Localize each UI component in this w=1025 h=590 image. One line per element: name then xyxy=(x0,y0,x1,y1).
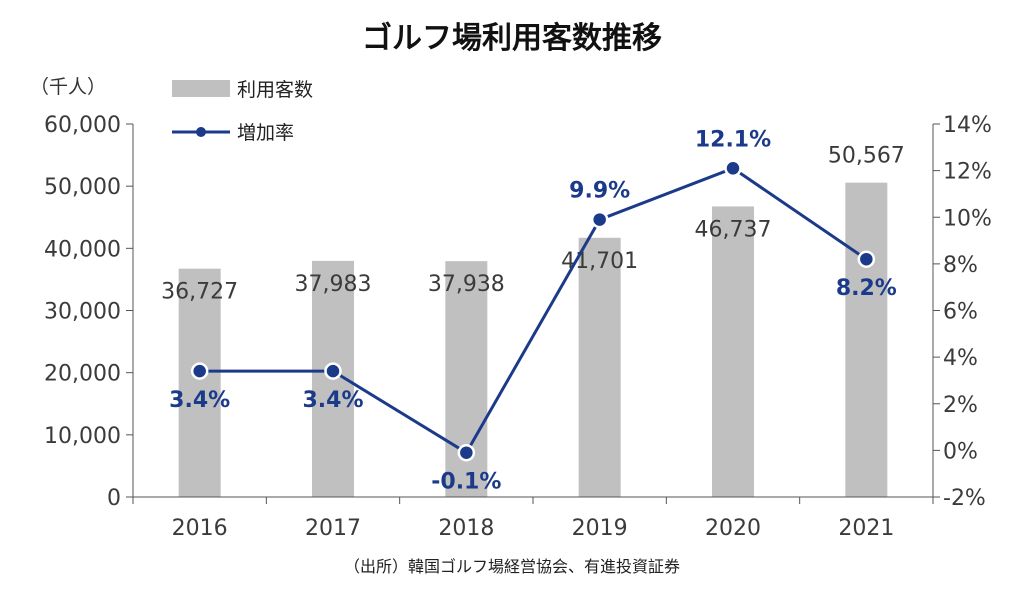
bar-value-label: 37,983 xyxy=(295,272,372,297)
legend-line-label: 増加率 xyxy=(237,122,294,144)
line-value-label: 3.4% xyxy=(302,388,363,413)
right-tick-label: 0% xyxy=(943,439,978,464)
line-point xyxy=(457,443,476,462)
line-value-label: 12.1% xyxy=(695,127,771,152)
left-tick-label: 0 xyxy=(107,486,121,511)
x-tick-label: 2021 xyxy=(838,516,894,541)
plot-area: 0 10,000 20,000 30,000 40,000 50,000 60,000 -2%… xyxy=(44,113,992,541)
left-tick-label: 60,000 xyxy=(44,113,121,138)
x-tick-label: 2016 xyxy=(172,516,228,541)
bar xyxy=(178,268,221,497)
line-point xyxy=(590,210,609,229)
line-value-label: 9.9% xyxy=(569,179,630,204)
left-tick-label: 20,000 xyxy=(44,362,121,387)
legend-bar-swatch xyxy=(172,80,230,97)
bar-value-label: 50,567 xyxy=(828,144,905,169)
line-value-label: 3.4% xyxy=(169,388,230,413)
right-tick-label: 2% xyxy=(943,393,978,418)
legend: 利用客数 増加率 xyxy=(172,79,313,144)
right-tick-label: -2% xyxy=(943,486,986,511)
left-tick-label: 50,000 xyxy=(44,175,121,200)
left-axis-unit: （千人） xyxy=(30,76,106,98)
bar-value-label: 46,737 xyxy=(695,217,772,242)
right-tick-label: 14% xyxy=(943,113,992,138)
bar-value-label: 36,727 xyxy=(161,280,238,305)
line-point xyxy=(190,362,209,380)
bar xyxy=(578,237,621,497)
source-note: （出所）韓国ゴルフ場経営協会、有進投資証券 xyxy=(344,557,680,576)
line-point xyxy=(857,250,876,268)
bar-value-label: 41,701 xyxy=(561,249,638,274)
right-tick-label: 8% xyxy=(943,253,978,278)
line-value-label: 8.2% xyxy=(836,276,897,301)
bar xyxy=(712,206,754,497)
x-tick-label: 2018 xyxy=(438,516,494,541)
line-value-label: -0.1% xyxy=(431,470,501,495)
left-tick-label: 40,000 xyxy=(44,237,121,262)
x-tick-label: 2019 xyxy=(572,516,628,541)
legend-line-marker xyxy=(196,127,206,137)
legend-bar-label: 利用客数 xyxy=(237,79,313,101)
right-tick-label: 4% xyxy=(943,346,978,371)
right-tick-label: 12% xyxy=(943,160,992,185)
left-tick-label: 30,000 xyxy=(44,300,121,325)
x-tick-label: 2020 xyxy=(705,516,761,541)
left-tick-label: 10,000 xyxy=(44,424,121,449)
bar-value-label: 37,938 xyxy=(428,272,505,297)
increase-rate-line xyxy=(199,166,868,455)
x-tick-label: 2017 xyxy=(305,516,361,541)
line-point xyxy=(724,159,742,178)
right-tick-label: 10% xyxy=(943,206,992,231)
chart-title: ゴルフ場利用客数推移 xyxy=(362,21,662,56)
bar xyxy=(845,182,888,497)
right-tick-label: 6% xyxy=(943,300,978,325)
line-point xyxy=(324,362,342,380)
